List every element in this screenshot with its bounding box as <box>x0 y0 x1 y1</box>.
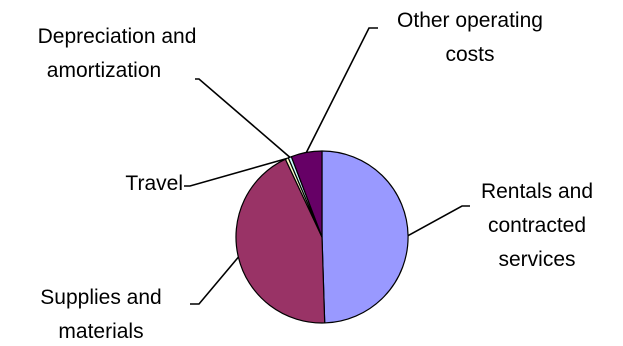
slice-label-depreciation-line-1: Depreciation and <box>38 25 197 48</box>
leader-line-other-operating-costs <box>305 27 378 153</box>
leader-line-supplies <box>190 256 239 305</box>
slice-label-supplies: Supplies and materials <box>40 286 161 343</box>
slice-label-other-operating-costs: Other operating costs <box>397 9 543 66</box>
slice-label-rentals-line-3: services <box>498 248 575 271</box>
slice-label-other-line-1: Other operating <box>397 9 543 32</box>
leader-lines <box>184 27 470 305</box>
leader-line-travel <box>184 157 288 187</box>
pie-slice-rentals <box>321 150 409 324</box>
slice-label-travel: Travel <box>125 172 183 195</box>
slice-label-supplies-line-1: Supplies and <box>40 286 161 309</box>
slice-label-other-line-2: costs <box>445 43 494 66</box>
slice-label-depreciation: Depreciation and amortization <box>38 25 197 82</box>
leader-line-depreciation <box>195 78 291 158</box>
slice-label-rentals: Rentals and contracted services <box>481 180 593 271</box>
slice-label-rentals-line-2: contracted <box>488 214 586 237</box>
slice-label-travel-line-1: Travel <box>125 172 183 195</box>
slice-label-supplies-line-2: materials <box>58 320 143 343</box>
pie-slices <box>235 150 409 324</box>
slice-label-rentals-line-1: Rentals and <box>481 180 593 203</box>
pie-slice-supplies <box>235 158 326 324</box>
leader-line-rentals <box>407 205 470 237</box>
slice-label-depreciation-line-2: amortization <box>47 59 161 82</box>
pie-slice-other-operating-costs <box>290 150 323 238</box>
